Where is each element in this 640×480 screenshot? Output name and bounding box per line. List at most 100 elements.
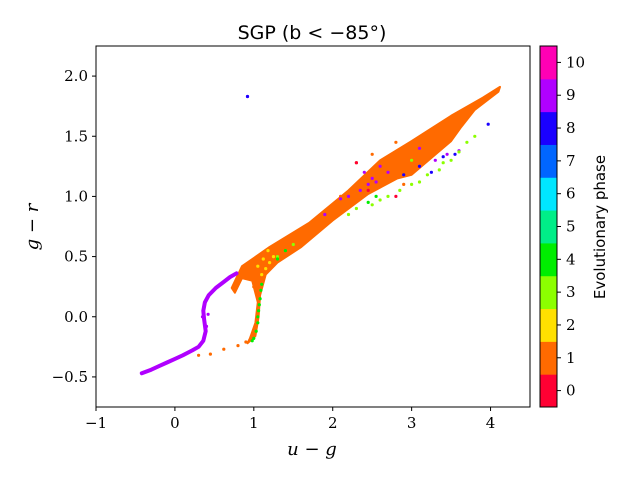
data-point-phase-1 [339,194,343,198]
data-point-phase-3 [386,194,390,198]
data-point-phase-8 [245,94,250,99]
data-point-phase-1 [402,182,406,186]
data-point-phase-2 [256,264,260,268]
data-point-phase-3 [473,134,477,138]
x-tick-label: 3 [407,414,417,432]
data-point-phase-4 [254,329,258,333]
data-point-phase-2 [264,267,268,271]
colorbar-segment [540,177,557,211]
data-point-phase-9 [445,152,449,156]
data-point-phase-3 [291,242,295,247]
colorbar-tick-label: 6 [566,185,576,203]
data-point-phase-3 [410,158,414,162]
data-point-phase-1 [370,152,374,156]
data-point-phase-9 [374,180,378,184]
data-point-phase-2 [271,255,276,259]
data-point-phase-1 [394,140,398,144]
data-point-phase-4 [275,257,280,261]
data-point-phase-9 [204,324,209,328]
plot-area [139,85,501,376]
data-point-phase-8 [429,170,433,174]
data-point-phase-3 [425,173,429,177]
y-tick-label: 1.0 [64,187,88,205]
data-point-phase-9 [206,312,210,316]
data-point-phase-3 [346,212,351,217]
data-point-phase-9 [417,146,422,150]
data-point-phase-1 [268,267,272,271]
data-point-phase-8 [453,152,457,156]
data-point-phase-1 [244,340,248,344]
colorbar-tick-label: 8 [566,119,576,137]
colorbar-segment [540,308,557,342]
colorbar-segment [540,78,557,113]
data-point-phase-3 [410,182,414,186]
y-tick-label: 0.0 [64,308,88,326]
data-point-phase-9 [339,197,343,201]
x-tick-label: −1 [85,414,107,432]
data-point-phase-0 [354,161,358,165]
data-point-phase-8 [486,122,490,126]
axes: −1 0 1 2 3 4 −0.5 0.0 0.5 1.0 1.5 2.0 [52,45,531,432]
y-tick-label: 1.5 [64,127,88,145]
colorbar-segment [540,144,557,178]
data-layer [139,85,501,376]
data-point-phase-3 [370,203,374,207]
colorbar-tick-label: 1 [566,349,576,367]
data-point-phase-9 [433,158,437,162]
colorbar-tick-label: 2 [566,316,576,334]
data-point-phase-2 [266,249,270,253]
data-point-phase-8 [402,173,406,177]
data-point-phase-4 [252,336,256,340]
data-point-phase-4 [374,194,378,198]
data-point-phase-3 [354,206,358,211]
y-tick-label: 0.5 [64,248,88,266]
colorbar-tick-label: 7 [566,152,576,170]
data-point-phase-1 [197,353,201,357]
data-point-phase-0 [394,194,398,198]
data-point-phase-4 [257,303,261,307]
data-point-phase-3 [378,198,382,202]
data-point-phase-9 [323,212,327,217]
colorbar-segment [540,341,557,375]
y-axis-label: g − r [22,202,43,250]
data-point-phase-9 [346,194,351,198]
data-point-phase-8 [441,155,445,159]
data-point-phase-1 [260,279,264,283]
data-point-phase-3 [398,188,402,192]
colorbar-segment [540,275,557,310]
x-tick-label: 0 [170,414,180,432]
colorbar-tick-label: 10 [566,53,585,71]
plot-frame [95,45,531,408]
x-axis-label: u − g [287,439,337,460]
colorbar: 0 1 2 3 4 5 6 7 8 9 10 [539,45,585,408]
colorbar-tick-label: 5 [566,218,576,236]
data-point-phase-0 [366,188,370,192]
colorbar-tick-label: 0 [566,382,576,400]
data-point-phase-3 [457,150,461,154]
data-point-phase-3 [465,140,469,144]
data-point-phase-9 [358,188,362,192]
data-point-phase-3 [449,158,453,162]
data-point-phase-1 [222,347,226,351]
data-point-phase-9 [366,182,370,186]
data-point-phase-2 [260,273,264,277]
data-point-phase-4 [260,282,264,286]
colorbar-tick-label: 9 [566,86,576,104]
data-point-phase-3 [417,180,422,184]
colorbar-label: Evolutionary phase [591,155,609,299]
series-phase-1-region [230,85,501,345]
data-point-phase-4 [250,339,254,343]
y-tick-label: 2.0 [64,67,88,85]
data-point-phase-9 [378,164,382,168]
colorbar-tick-label: 3 [566,283,576,301]
data-point-phase-9 [362,170,366,174]
data-point-phase-9 [200,315,205,319]
data-point-phase-3 [275,255,280,259]
colorbar-segment [540,111,557,145]
data-point-phase-1 [208,352,212,356]
chart-title: SGP (b < −85°) [238,22,387,44]
x-tick-label: 2 [328,414,338,432]
data-point-phase-1 [252,285,256,289]
x-tick-label: 1 [249,414,259,432]
